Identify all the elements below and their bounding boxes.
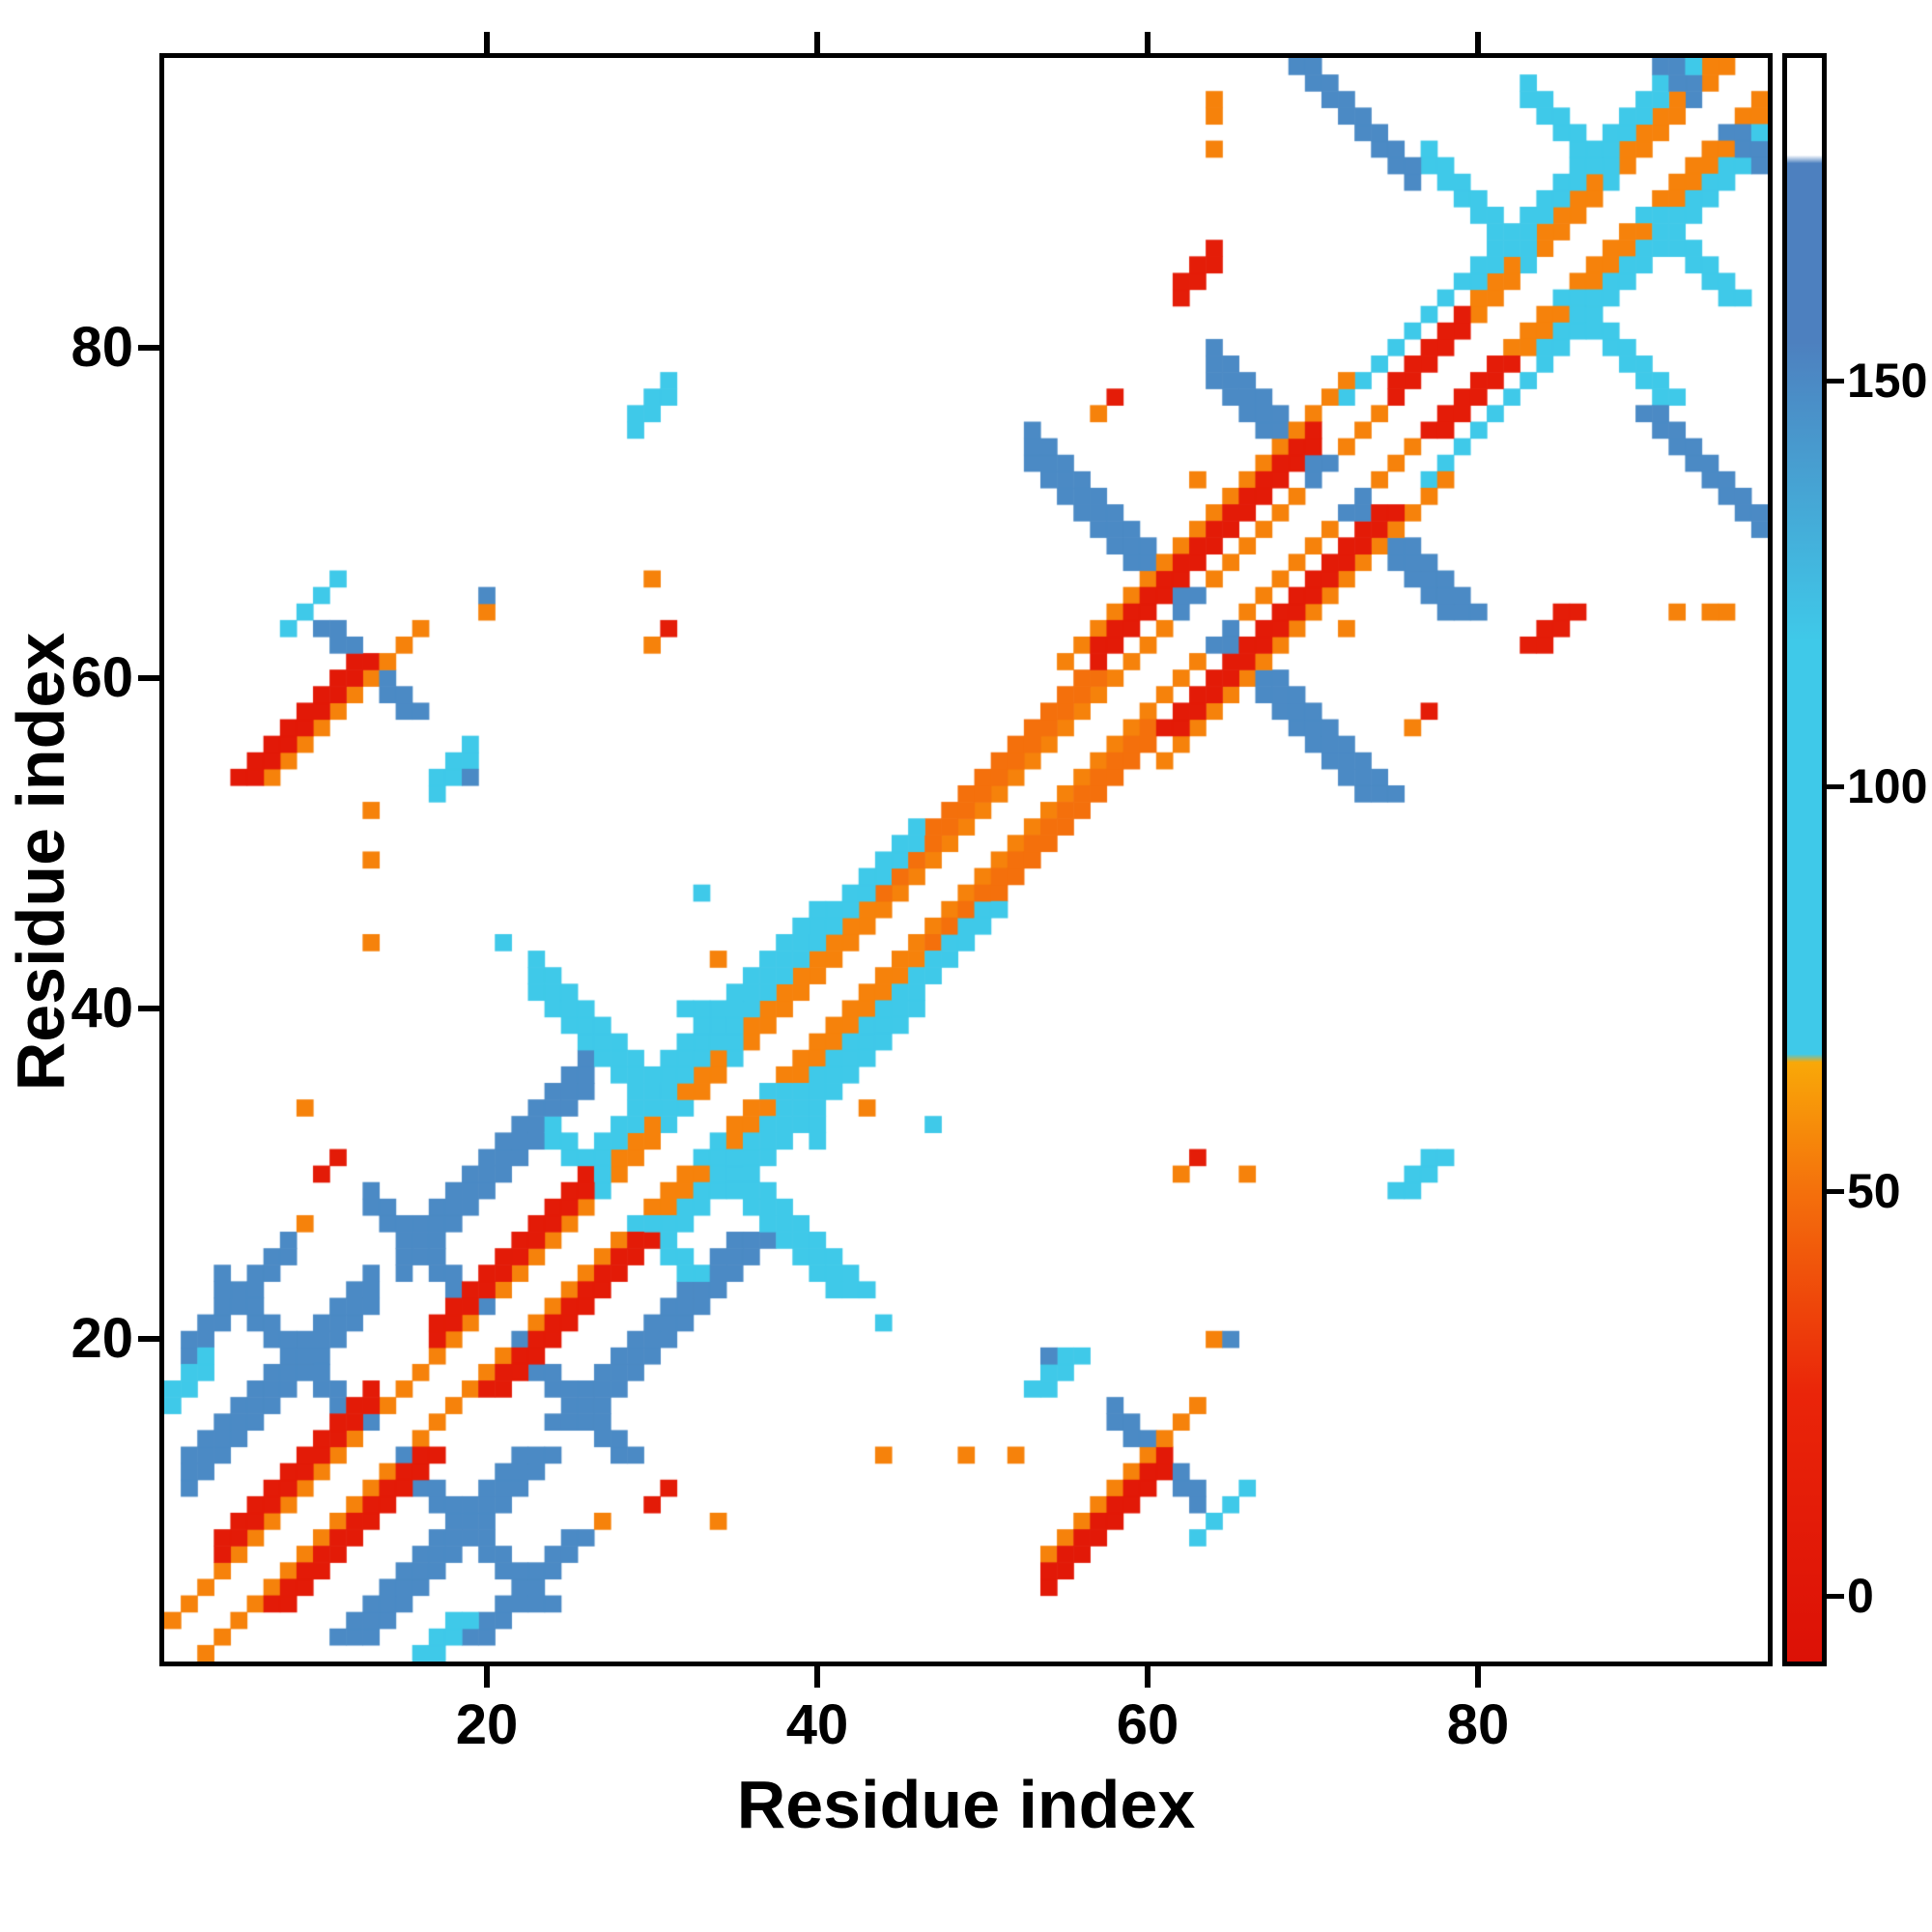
x-tick-mark [1475,1666,1481,1688]
colorbar-tick-label: 0 [1847,1569,1874,1623]
x-tick-mark-top [1475,32,1481,53]
x-tick-mark-top [1145,32,1151,53]
y-tick-mark [138,675,159,681]
colorbar-tick-mark [1827,379,1844,384]
colorbar-tick-mark [1827,784,1844,789]
colorbar-tick-mark [1827,1189,1844,1194]
x-tick-mark [814,1666,820,1688]
x-tick-label: 80 [1446,1693,1510,1756]
y-tick-label: 80 [71,316,133,379]
x-axis-title: Residue index [736,1767,1196,1842]
y-tick-mark [138,1336,159,1342]
colorbar-tick-label: 50 [1847,1164,1901,1218]
y-axis-title: Residue index [3,632,78,1092]
contact-map-heatmap [164,58,1768,1662]
x-tick-mark [484,1666,490,1688]
x-tick-label: 40 [785,1693,849,1756]
colorbar-tick-label: 100 [1847,759,1928,813]
colorbar-tick-mark [1827,1594,1844,1599]
x-tick-label: 60 [1116,1693,1179,1756]
x-tick-mark-top [484,32,490,53]
y-tick-mark [138,1006,159,1011]
x-tick-mark [1145,1666,1151,1688]
y-tick-label: 20 [71,1307,133,1370]
plot-frame [159,53,1773,1666]
x-tick-mark-top [814,32,820,53]
colorbar-tick-label: 150 [1847,354,1928,408]
colorbar [1782,53,1827,1666]
y-tick-label: 60 [71,646,133,709]
x-tick-label: 20 [455,1693,519,1756]
y-tick-mark [138,345,159,351]
y-tick-label: 40 [71,977,133,1039]
